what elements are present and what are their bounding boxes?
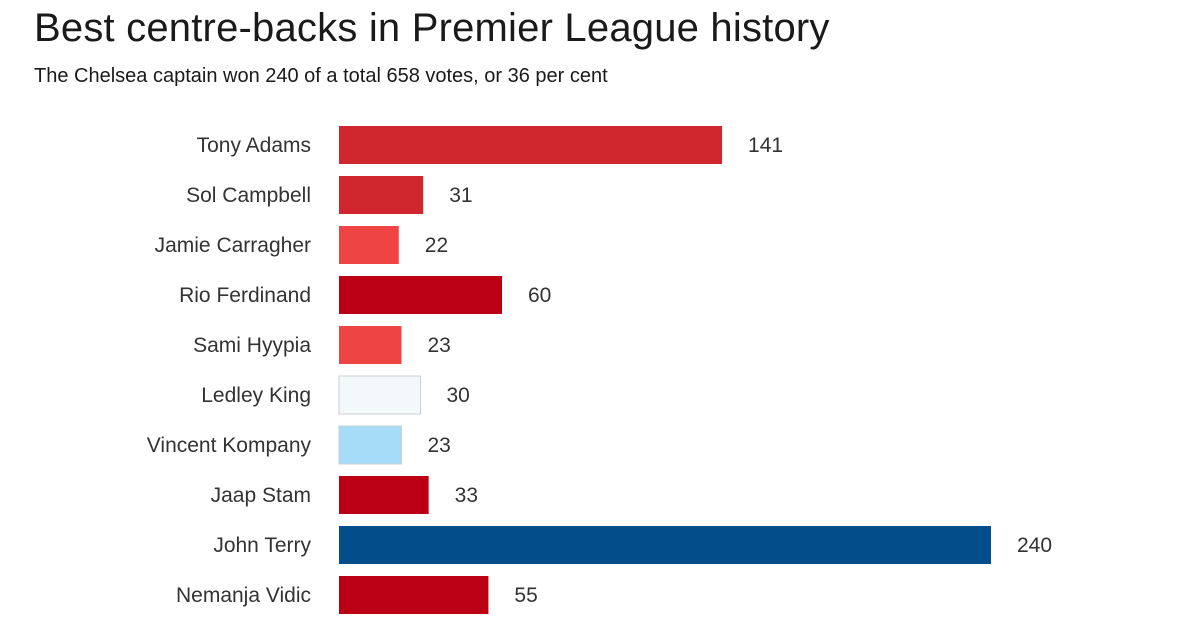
- value-label: 60: [528, 284, 551, 307]
- category-label: Sami Hyypia: [193, 334, 311, 357]
- value-label: 22: [425, 234, 448, 257]
- category-label: Ledley King: [201, 384, 311, 407]
- bar: [339, 176, 424, 214]
- bar: [339, 326, 402, 364]
- category-label: John Terry: [213, 534, 311, 557]
- value-label: 141: [748, 134, 783, 157]
- value-label: 23: [427, 434, 450, 457]
- category-label: Jaap Stam: [211, 484, 311, 507]
- chart-subtitle: The Chelsea captain won 240 of a total 6…: [34, 65, 608, 87]
- value-label: 240: [1017, 534, 1052, 557]
- chart-title: Best centre-backs in Premier League hist…: [34, 6, 830, 50]
- bar: [339, 126, 723, 164]
- category-label: Sol Campbell: [186, 184, 311, 207]
- bar: [339, 526, 991, 564]
- bar: [338, 375, 421, 415]
- bar: [339, 276, 502, 314]
- value-label: 55: [514, 584, 537, 607]
- category-label: Rio Ferdinand: [179, 284, 311, 307]
- category-label: Vincent Kompany: [147, 434, 312, 457]
- category-label: Tony Adams: [197, 134, 311, 157]
- bar: [339, 226, 399, 264]
- category-label: Nemanja Vidic: [176, 584, 311, 607]
- bar: [338, 425, 402, 465]
- value-label: 31: [449, 184, 472, 207]
- category-label: Jamie Carragher: [155, 234, 311, 257]
- bar: [339, 476, 429, 514]
- bar: [339, 576, 489, 614]
- value-label: 23: [427, 334, 450, 357]
- value-label: 30: [447, 384, 470, 407]
- value-label: 33: [455, 484, 478, 507]
